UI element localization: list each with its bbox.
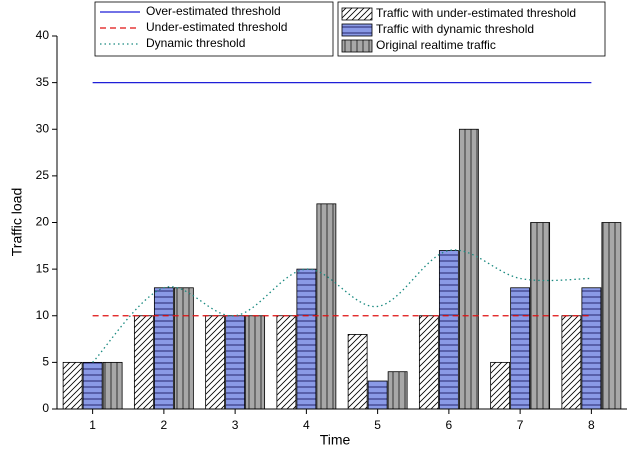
- bar: [133, 315, 154, 410]
- bar: [225, 315, 246, 410]
- bar: [82, 361, 103, 410]
- legend-label: Dynamic threshold: [146, 36, 245, 50]
- bar: [276, 315, 297, 410]
- bar: [62, 361, 83, 410]
- y-tick-label: 5: [42, 355, 49, 369]
- bar: [296, 268, 317, 410]
- series-line: [92, 249, 592, 363]
- x-tick-label: 4: [303, 418, 310, 432]
- bar: [458, 128, 479, 410]
- bar: [173, 287, 194, 410]
- bar: [561, 315, 582, 410]
- y-tick-label: 15: [36, 261, 50, 275]
- bar: [387, 371, 408, 410]
- y-tick-label: 10: [36, 308, 50, 322]
- x-tick-label: 7: [517, 418, 524, 432]
- bar: [316, 203, 337, 410]
- bar: [153, 287, 174, 410]
- y-tick-label: 20: [36, 215, 50, 229]
- legend-label: Over-estimated threshold: [146, 4, 281, 18]
- legend-swatch: [341, 23, 373, 37]
- y-tick-label: 0: [42, 401, 49, 415]
- bar: [205, 315, 226, 410]
- y-tick-label: 25: [36, 168, 50, 182]
- x-axis-label: Time: [320, 432, 351, 448]
- legend-swatch: [341, 39, 373, 53]
- x-tick-label: 1: [89, 418, 96, 432]
- bar: [102, 361, 123, 410]
- bar: [367, 380, 388, 410]
- legend-label: Traffic with dynamic threshold: [376, 22, 534, 36]
- bar: [510, 287, 531, 410]
- y-tick-label: 30: [36, 121, 50, 135]
- legend-swatch: [341, 7, 373, 21]
- x-tick-label: 5: [374, 418, 381, 432]
- x-tick-label: 3: [232, 418, 239, 432]
- bar: [581, 287, 602, 410]
- x-tick-label: 2: [161, 418, 168, 432]
- bar: [438, 250, 459, 410]
- y-tick-label: 35: [36, 75, 50, 89]
- bar: [418, 315, 439, 410]
- bar: [347, 333, 368, 410]
- legend-box: [337, 1, 606, 57]
- y-axis-label: Traffic load: [9, 188, 25, 256]
- bar: [601, 222, 622, 410]
- bar: [245, 315, 266, 410]
- x-tick-label: 6: [446, 418, 453, 432]
- x-tick-label: 8: [588, 418, 595, 432]
- bar: [490, 361, 511, 410]
- legend-label: Original realtime traffic: [376, 38, 496, 52]
- y-tick-label: 40: [36, 28, 50, 42]
- legend-label: Traffic with under-estimated threshold: [376, 6, 576, 20]
- legend-box: [94, 1, 334, 57]
- legend-label: Under-estimated threshold: [146, 20, 287, 34]
